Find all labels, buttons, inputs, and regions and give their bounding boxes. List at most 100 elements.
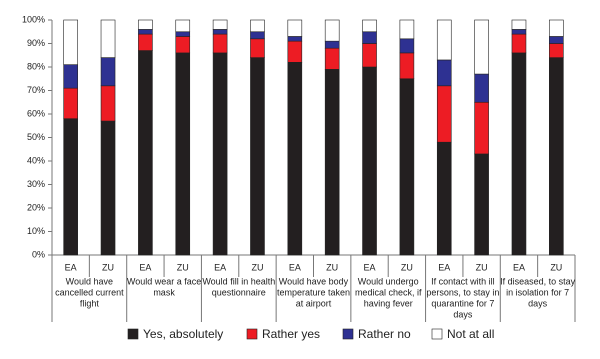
group-label: persons, to stay in [426, 287, 499, 297]
bar-segment [436, 59, 452, 87]
bar-segment [100, 120, 116, 256]
bar-segment [63, 19, 78, 65]
legend-label: Yes, absolutely [143, 327, 223, 341]
bar-segment [549, 19, 564, 37]
y-tick-label: 70% [27, 85, 45, 95]
group-label: Would have [66, 276, 113, 286]
bar-segment [212, 33, 228, 54]
bar-segment [436, 141, 452, 256]
x-tick-label: EA [139, 262, 151, 272]
group-label: at airport [296, 298, 332, 308]
group-label: questionnaire [212, 287, 266, 297]
group-label: flight [80, 298, 100, 308]
x-tick-label: ZU [177, 262, 189, 272]
x-tick-label: EA [214, 262, 226, 272]
x-tick-label: EA [438, 262, 450, 272]
legend-label: Rather yes [262, 327, 320, 341]
bar-segment [212, 52, 228, 256]
bar-segment [436, 85, 452, 143]
legend-swatch [127, 328, 139, 340]
bar-segment [287, 19, 303, 37]
x-tick-label: ZU [476, 262, 488, 272]
bar-segment [63, 87, 78, 120]
group-label: Would wear a face [127, 276, 201, 286]
group-label: temperature taken [277, 287, 350, 297]
bar-segment [474, 73, 489, 103]
legend-swatch [246, 328, 258, 340]
y-tick-label: 40% [27, 155, 45, 165]
bar-segment [250, 57, 265, 256]
group-label: days [453, 309, 473, 319]
bar-segment [100, 19, 116, 58]
bar-segment [100, 57, 116, 87]
bar-segment [250, 38, 265, 58]
bar-segment [362, 66, 377, 256]
bar-segment [474, 101, 489, 155]
group-label: having fever [364, 298, 413, 308]
y-tick-label: 100% [22, 14, 45, 24]
bar-segment [324, 69, 340, 256]
bar-segment [362, 19, 377, 33]
bar-segment [138, 19, 153, 30]
bar-segment [324, 19, 340, 42]
bar-segment [175, 31, 191, 37]
bar-segment [399, 38, 415, 54]
legend-swatch [342, 328, 354, 340]
x-tick-label: ZU [550, 262, 562, 272]
bar-segment [474, 153, 489, 256]
y-tick-label: 30% [27, 179, 45, 189]
group-label: Would undergo [358, 276, 419, 286]
group-label: Would fill in health [202, 276, 275, 286]
bar-segment [399, 52, 415, 80]
bar-segment [250, 19, 265, 33]
x-tick-label: EA [513, 262, 525, 272]
bar-segment [511, 29, 527, 35]
bar-segment [362, 43, 377, 68]
legend-swatch [431, 328, 443, 340]
x-tick-label: ZU [401, 262, 413, 272]
legend-label: Rather no [358, 327, 411, 341]
y-tick-label: 90% [27, 38, 45, 48]
bar-segment [511, 33, 527, 54]
group-label: mask [153, 287, 175, 297]
bar-segment [549, 36, 564, 44]
bar-segment [175, 19, 191, 33]
bar-segment [100, 85, 116, 122]
x-tick-label: EA [364, 262, 376, 272]
y-tick-label: 10% [27, 226, 45, 236]
group-label: in isolation for 7 [506, 287, 569, 297]
group-label: cancelled current [55, 287, 124, 297]
y-tick-label: 0% [32, 249, 45, 259]
bar-segment [324, 47, 340, 70]
bar-segment [212, 29, 228, 35]
y-tick-label: 50% [27, 132, 45, 142]
bar-segment [511, 52, 527, 256]
x-tick-label: EA [289, 262, 301, 272]
bar-segment [287, 61, 303, 256]
y-tick-label: 60% [27, 108, 45, 118]
bar-segment [549, 43, 564, 58]
bar-segment [63, 118, 78, 256]
bar-segment [436, 19, 452, 61]
x-tick-label: ZU [251, 262, 263, 272]
bar-segment [138, 29, 153, 35]
x-tick-label: ZU [326, 262, 338, 272]
bar-segment [399, 78, 415, 256]
legend-label: Not at all [447, 327, 494, 341]
group-label: quarantine for 7 [431, 298, 494, 308]
y-tick-label: 80% [27, 61, 45, 71]
bar-segment [175, 36, 191, 54]
bar-segment [138, 33, 153, 51]
group-label: medical check, if [355, 287, 422, 297]
bar-segment [549, 57, 564, 256]
x-tick-label: ZU [102, 262, 114, 272]
bar-segment [511, 19, 527, 30]
bar-segment [324, 40, 340, 49]
group-label: If diseased, to stay [500, 276, 576, 286]
bar-segment [63, 64, 78, 89]
bar-segment [287, 40, 303, 63]
bar-segment [474, 19, 489, 75]
bar-segment [399, 19, 415, 40]
group-label: If contact with ill [431, 276, 495, 286]
